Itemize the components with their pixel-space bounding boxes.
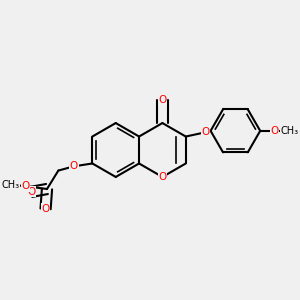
Text: O: O [27, 187, 35, 197]
Text: O: O [202, 127, 210, 137]
Text: O: O [70, 161, 78, 171]
Text: O: O [270, 126, 278, 136]
Text: O: O [158, 172, 166, 182]
Text: CH₃: CH₃ [1, 180, 19, 190]
Text: O: O [41, 204, 50, 214]
Text: O: O [22, 181, 30, 191]
Text: O: O [158, 95, 166, 105]
Text: CH₃: CH₃ [281, 126, 299, 136]
